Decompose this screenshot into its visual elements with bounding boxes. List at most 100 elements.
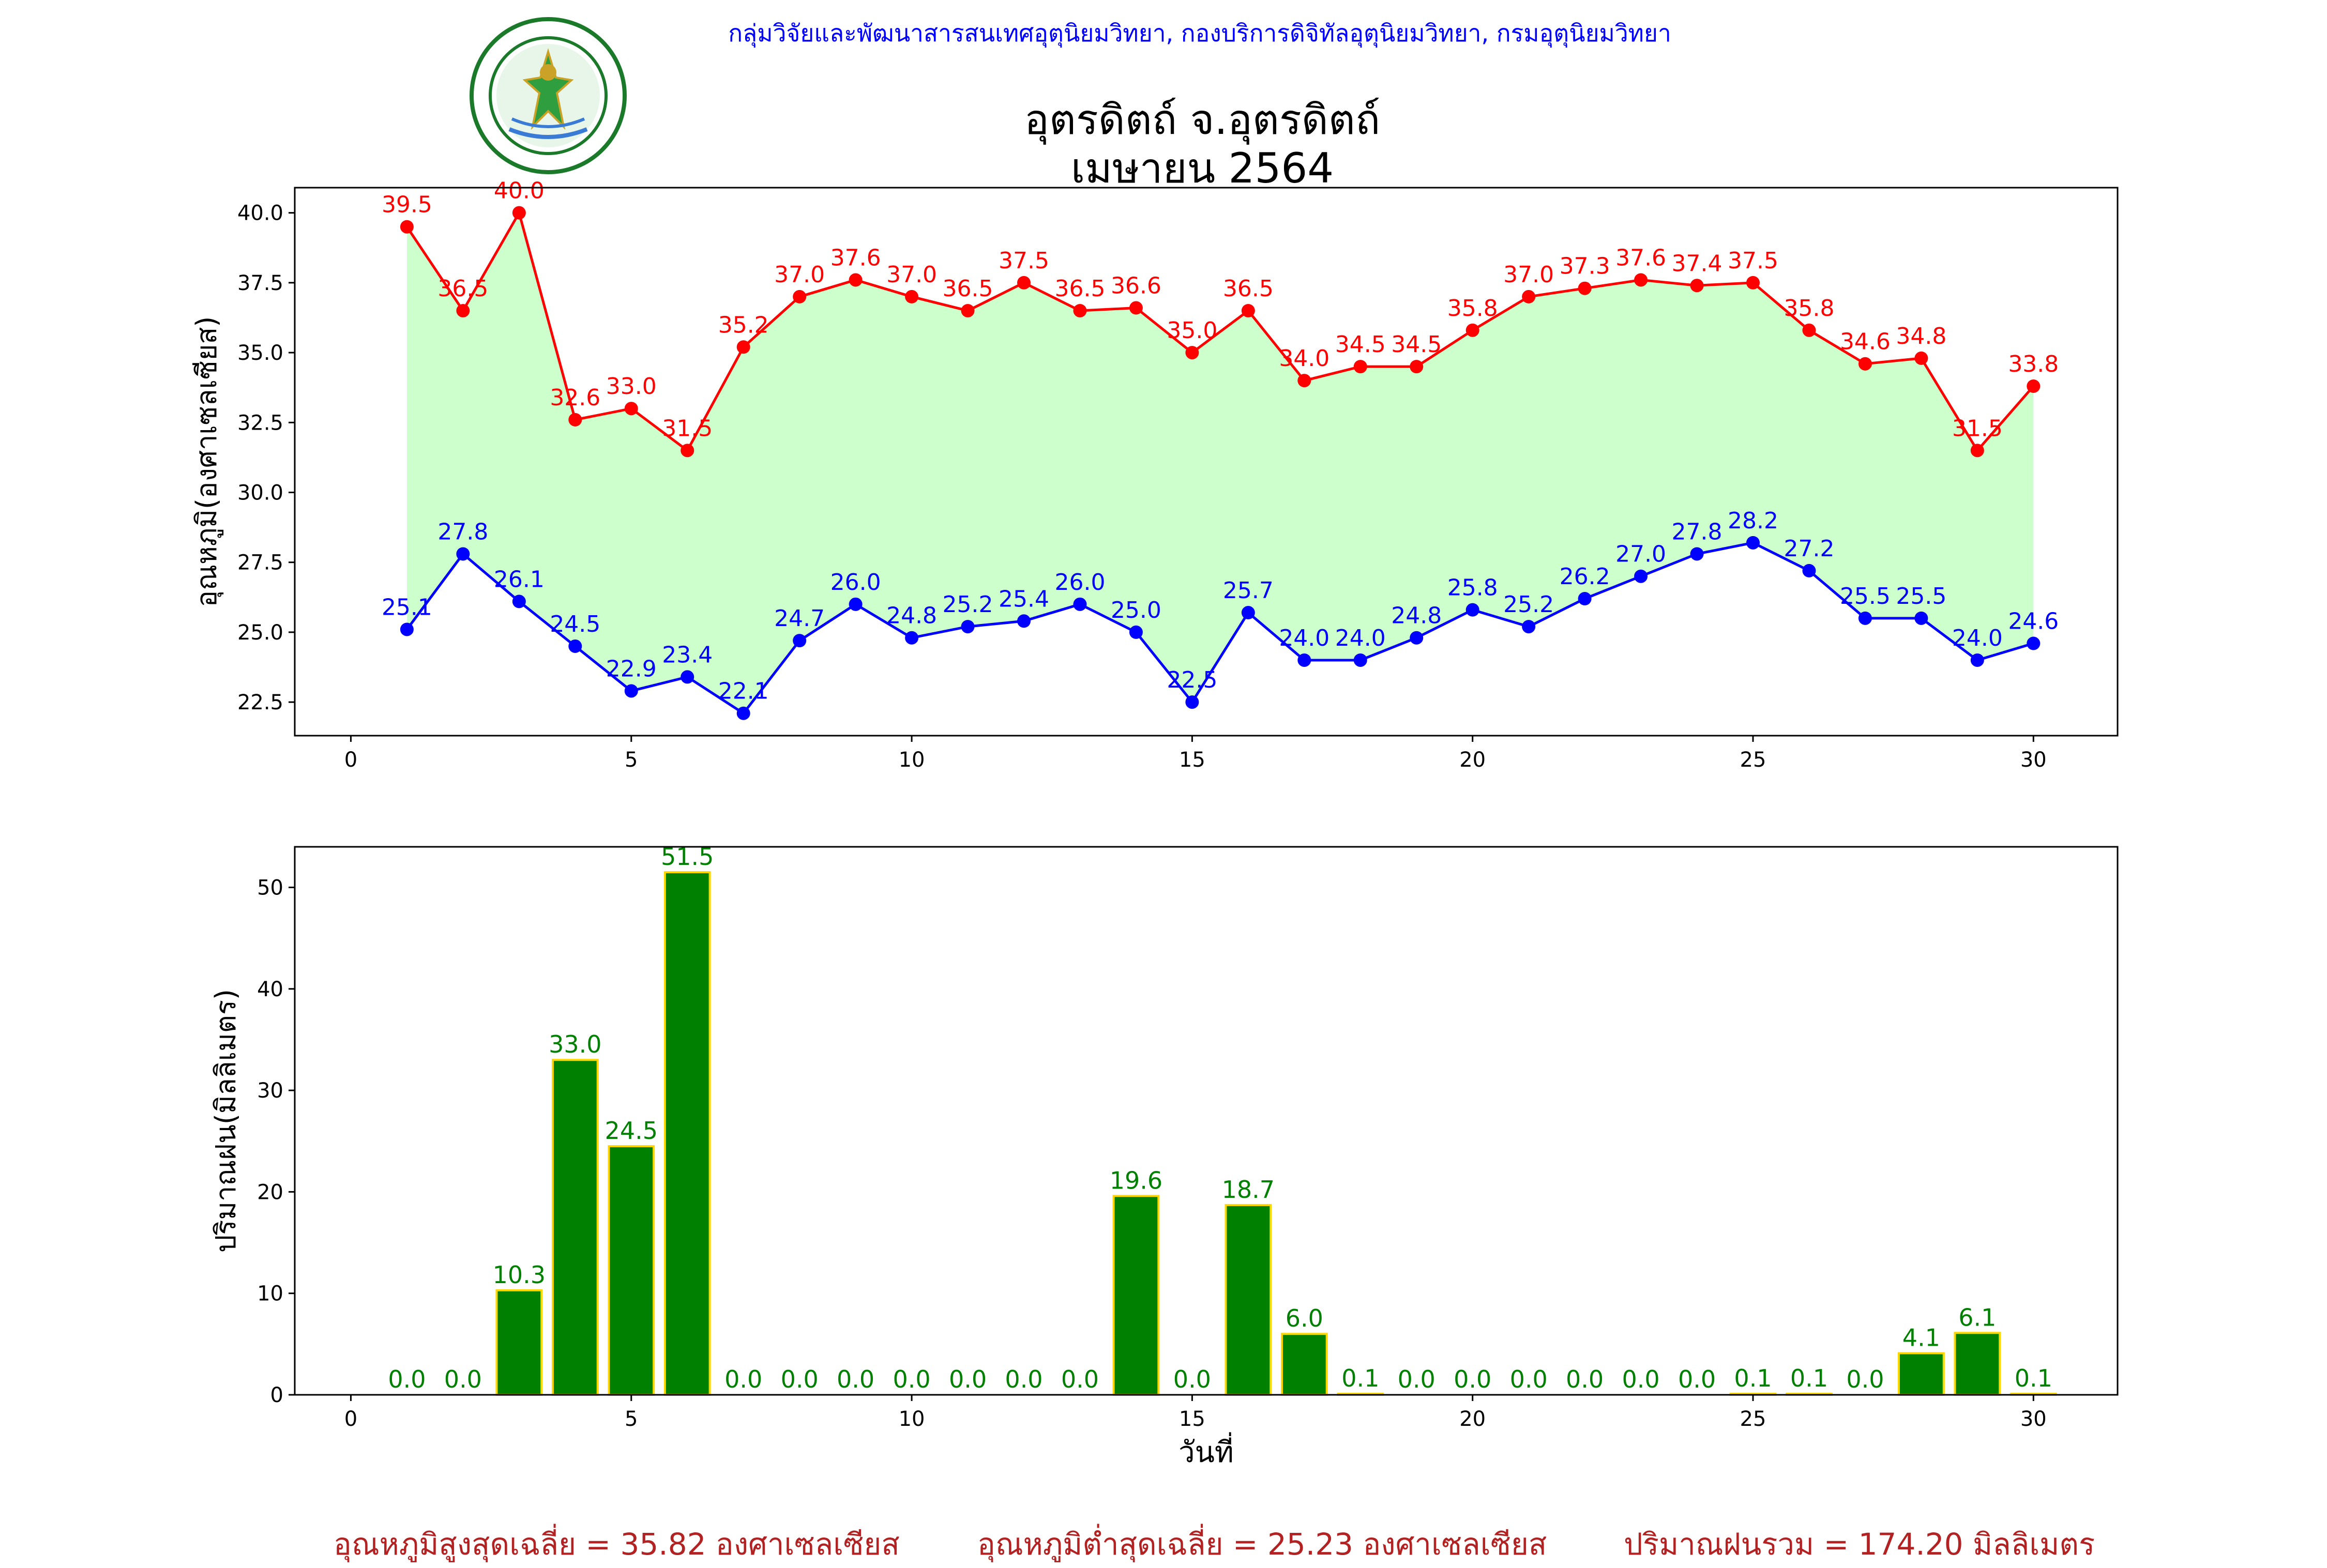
x-tick-label: 5: [625, 748, 638, 772]
min-temp-data-label: 24.7: [774, 605, 825, 632]
min-temp-point: [736, 706, 750, 720]
min-temp-data-label: 25.1: [382, 594, 432, 620]
max-temp-point: [1970, 444, 1984, 458]
max-temp-data-label: 37.5: [999, 248, 1049, 274]
max-temp-data-label: 33.0: [606, 373, 657, 400]
rain-data-label: 4.1: [1902, 1324, 1940, 1352]
temperature-range-fill: [406, 212, 2034, 713]
min-temp-point: [1970, 653, 1984, 667]
max-temp-data-label: 35.8: [1447, 295, 1498, 322]
min-temp-point: [793, 634, 807, 648]
max-temp-data-label: 34.8: [1896, 323, 1946, 349]
min-temp-data-label: 23.4: [662, 642, 713, 668]
min-temp-point: [1410, 631, 1424, 645]
max-temp-point: [456, 303, 470, 317]
rain-data-label: 6.0: [1286, 1304, 1323, 1332]
rain-data-label: 0.0: [1005, 1365, 1042, 1393]
rain-data-label: 0.0: [781, 1365, 819, 1393]
y-tick-label: 22.5: [237, 691, 283, 714]
max-temp-point: [400, 220, 414, 234]
min-temp-data-label: 26.1: [494, 566, 545, 592]
min-temp-point: [681, 670, 694, 684]
min-temp-data-label: 24.8: [886, 603, 937, 629]
min-temp-point: [1858, 611, 1872, 625]
rain-bar: [1898, 1352, 1945, 1396]
rain-data-label: 0.0: [724, 1365, 762, 1393]
x-tick-label: 30: [2020, 748, 2047, 772]
y-tick-label: 25.0: [237, 621, 283, 645]
min-temp-line: [405, 541, 2034, 716]
rain-bar: [1280, 1333, 1328, 1396]
min-temp-data-label: 28.2: [1728, 508, 1778, 534]
max-temp-data-label: 36.6: [1111, 273, 1161, 299]
min-temp-point: [1129, 625, 1143, 639]
min-temp-point: [1634, 569, 1648, 583]
max-temp-data-label: 36.5: [1054, 276, 1105, 302]
temperature-panel: 39.536.540.032.6 33.031.535.237.037.637.0…: [190, 178, 2119, 772]
max-temp-point: [1634, 273, 1648, 287]
min-temp-data-label: 27.8: [437, 519, 488, 545]
min-temp-point: [1465, 603, 1479, 617]
max-temp-data-label: 35.8: [1784, 295, 1834, 322]
meteorological-department-logo: [470, 17, 627, 174]
max-temp-point: [961, 303, 975, 317]
max-temp-point: [1914, 351, 1928, 365]
max-temp-point: [793, 290, 807, 303]
y-tick-label: 30.0: [237, 481, 283, 505]
max-temp-data-label: 34.5: [1335, 331, 1386, 358]
chart-title-month: เมษายน 2564: [1070, 144, 1334, 192]
max-temp-point: [849, 273, 863, 287]
rain-data-label: 10.3: [493, 1261, 546, 1289]
rain-data-label: 33.0: [549, 1030, 601, 1058]
rainfall-plot-frame: [294, 846, 2119, 1396]
min-temp-data-label: 26.0: [830, 569, 881, 596]
rain-data-label: 0.0: [949, 1365, 987, 1393]
max-temp-data-label: 37.0: [1503, 262, 1554, 288]
y-tick-label: 40: [257, 978, 283, 1001]
max-temp-point: [736, 340, 750, 354]
x-tick-label: 30: [2020, 1407, 2047, 1431]
rain-data-label: 18.7: [1222, 1176, 1275, 1204]
max-temp-data-label: 36.5: [437, 276, 488, 302]
x-tick-label: 20: [1459, 1407, 1486, 1431]
max-temp-data-label: 37.4: [1672, 250, 1722, 277]
rain-data-label: 0.1: [2015, 1364, 2052, 1392]
y-tick-label: 30: [257, 1079, 283, 1103]
max-temp-data-label: 31.5: [1952, 415, 2003, 442]
max-temp-data-label: 37.5: [1728, 248, 1778, 274]
rain-bar: [608, 1145, 655, 1396]
rain-data-label: 24.5: [605, 1117, 658, 1145]
min-temp-data-label: 24.5: [550, 611, 600, 637]
rain-data-label: 0.1: [1341, 1364, 1379, 1392]
min-temp-point: [1522, 620, 1536, 634]
x-tick-label: 15: [1179, 748, 1205, 772]
min-temp-point: [905, 631, 919, 645]
max-temp-point: [512, 206, 526, 220]
max-temp-data-label: 36.5: [943, 276, 993, 302]
max-temp-point: [1129, 301, 1143, 315]
max-temp-point: [2027, 379, 2041, 393]
max-temp-data-label: 34.0: [1279, 345, 1329, 372]
rain-data-label: 0.0: [1510, 1365, 1548, 1393]
rain-data-label: 6.1: [1958, 1303, 1996, 1331]
footer-total-rainfall: ปริมาณฝนรวม = 174.20 มิลลิเมตร: [1624, 1527, 2095, 1562]
min-temp-point: [1802, 564, 1816, 577]
min-temp-point: [1353, 653, 1367, 667]
min-temp-data-label: 24.6: [2008, 608, 2059, 635]
y-tick-label: 37.5: [237, 271, 283, 295]
footer-average-max-temp: อุณหภูมิสูงสุดเฉลี่ย = 35.82 องศาเซลเซีย…: [334, 1527, 900, 1562]
x-tick-label: 0: [344, 1407, 357, 1431]
max-temp-point: [1241, 303, 1255, 317]
min-temp-data-label: 26.2: [1560, 564, 1610, 590]
y-tick-label: 50: [257, 876, 283, 900]
rain-bar: [1112, 1195, 1160, 1396]
max-temp-data-label: 34.5: [1391, 331, 1442, 358]
max-temp-data-label: 34.6: [1840, 329, 1891, 355]
y-tick-label: 0: [270, 1383, 283, 1407]
rain-data-label: 0.0: [1398, 1365, 1436, 1393]
min-temp-point: [1073, 597, 1087, 611]
min-temp-point: [1690, 547, 1704, 561]
min-temp-data-label: 25.2: [943, 591, 993, 618]
organization-line: กลุ่มวิจัยและพัฒนาสารสนเทศอุตุนิยมวิทยา,…: [728, 19, 1671, 47]
max-temp-line: [405, 209, 2035, 453]
